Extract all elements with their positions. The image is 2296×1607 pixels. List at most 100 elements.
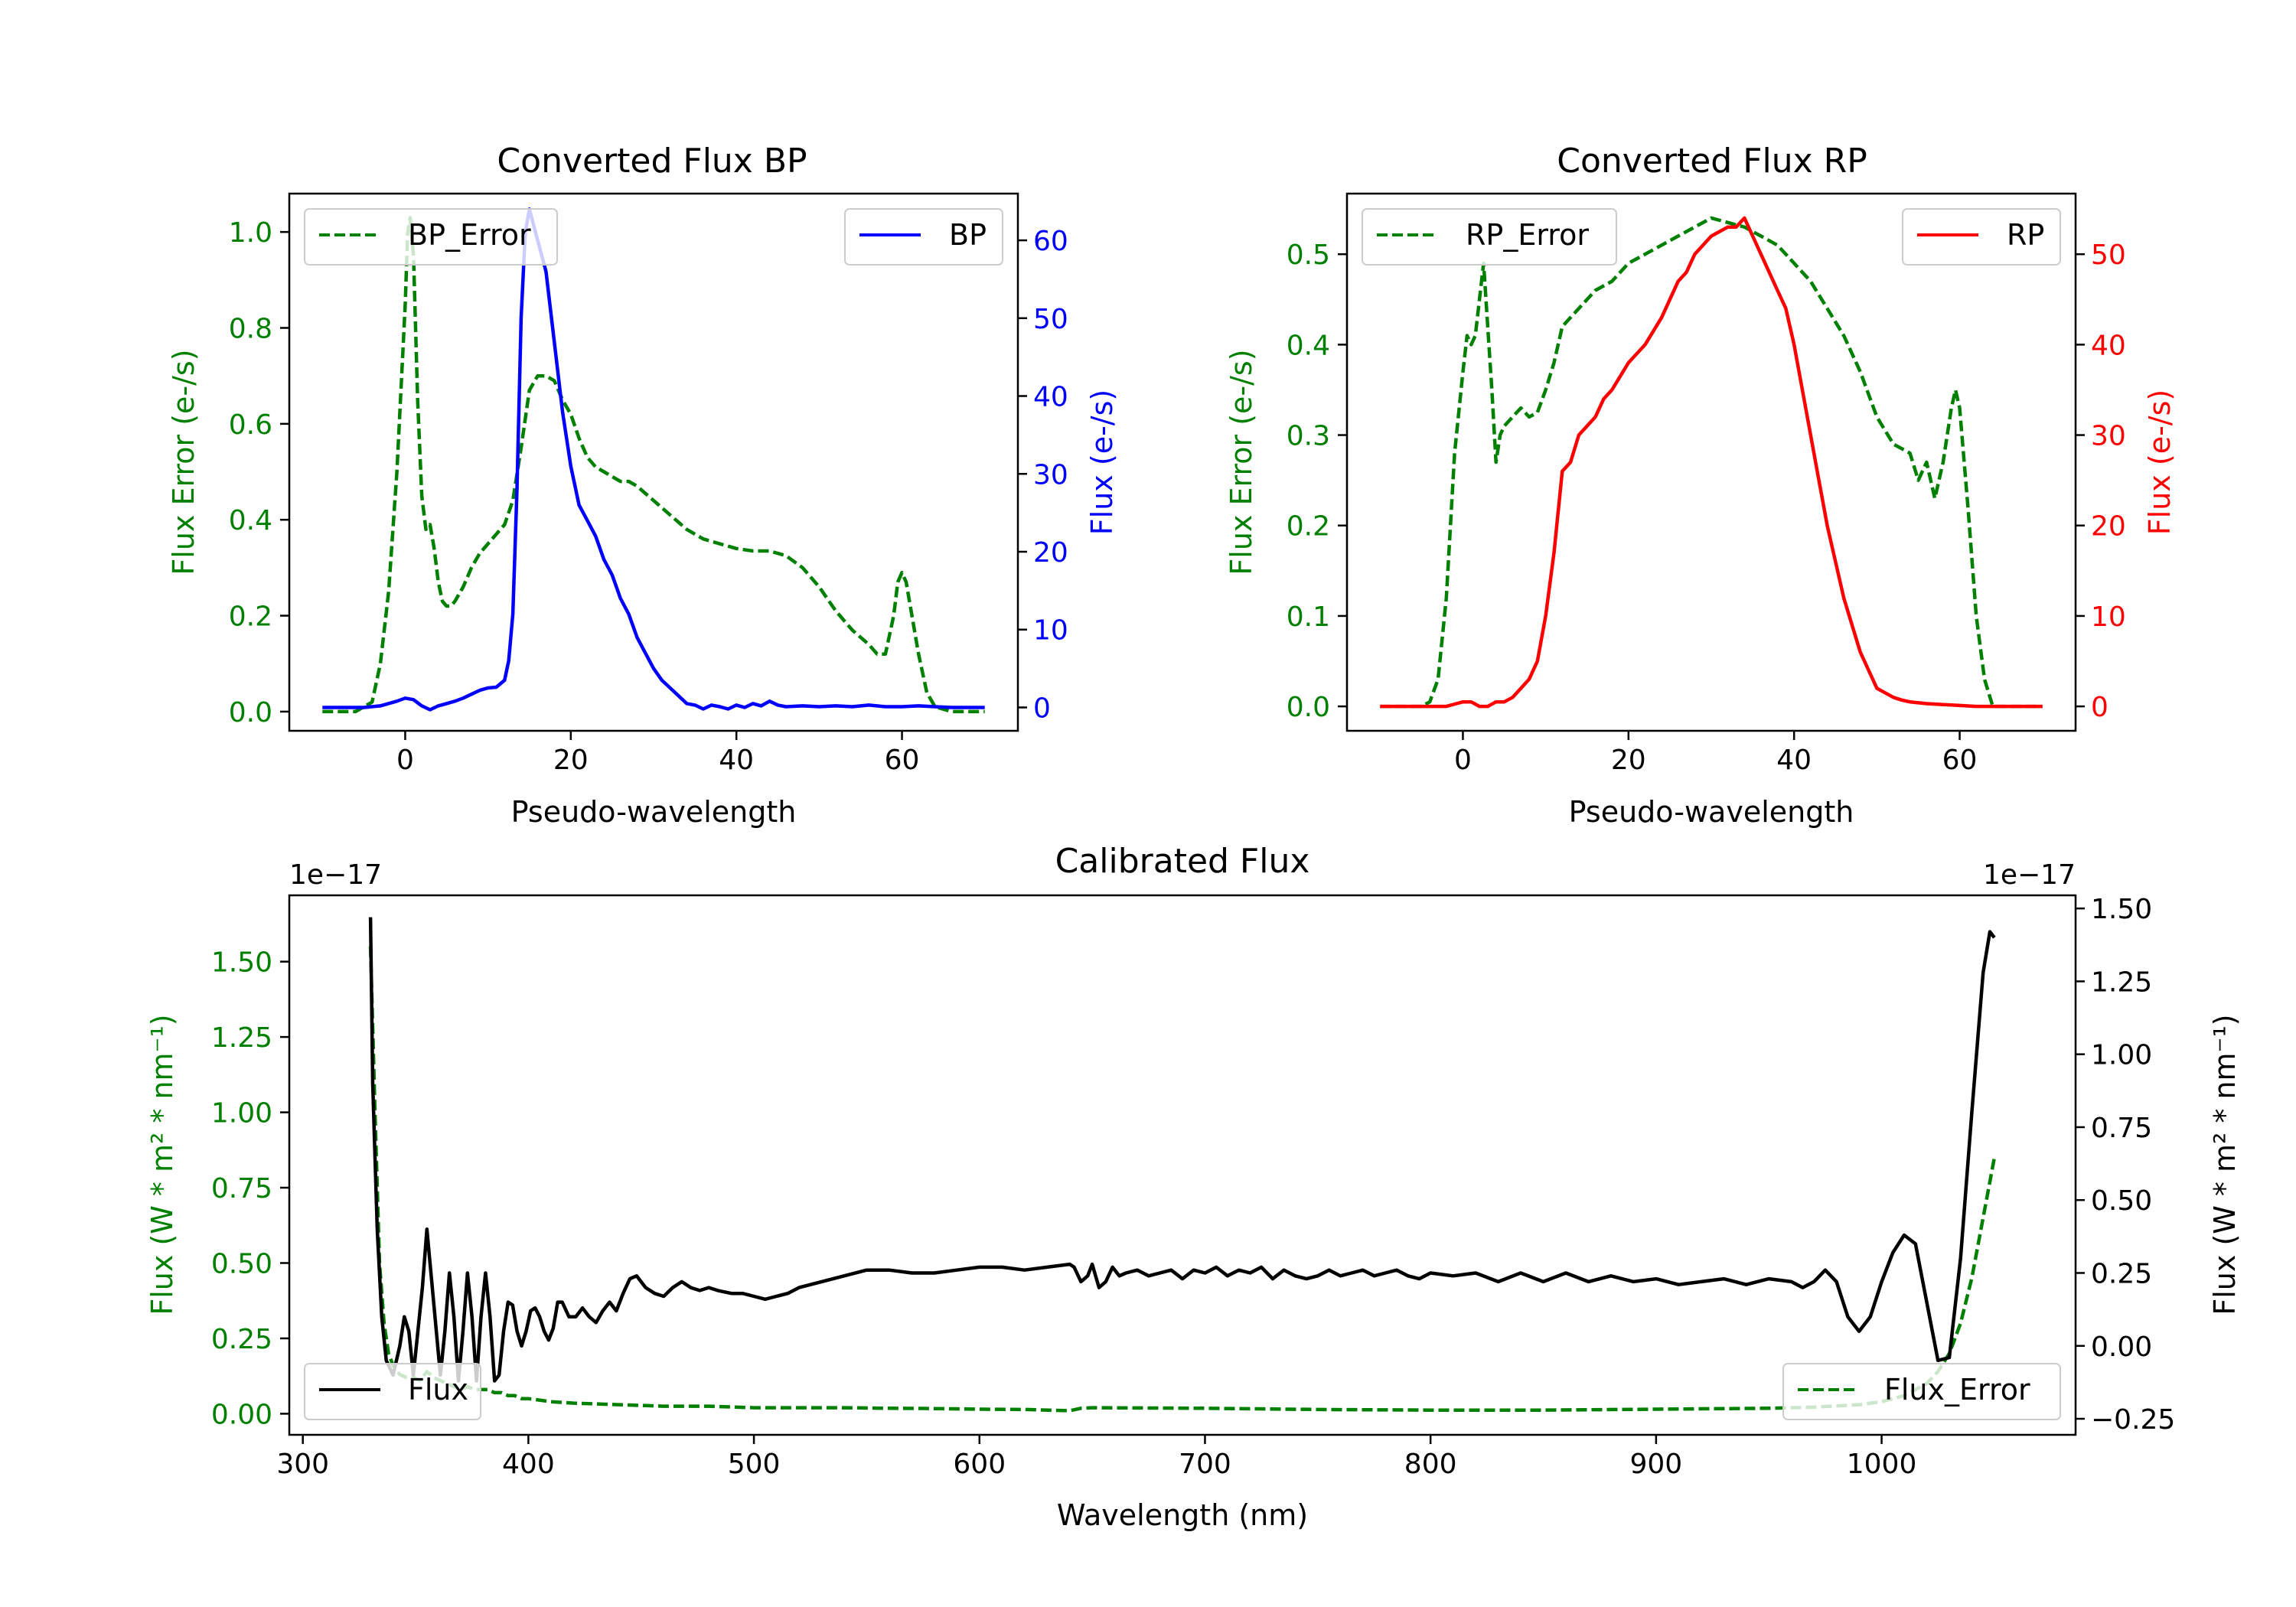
bp-x-label: Pseudo-wavelength [511, 795, 797, 829]
bp-left-tick-label: 0.2 [229, 601, 272, 633]
calibrated-x-tick-label: 900 [1630, 1449, 1683, 1480]
bp-axes-frame [288, 192, 1019, 732]
rp-left-tick-label: 0.1 [1287, 601, 1330, 633]
rp-right-axis: 0 10 20 30 40 50 [2076, 240, 2126, 723]
calibrated-left-tick-label: 1.50 [211, 947, 272, 979]
bp-right-tick-label: 60 [1033, 226, 1068, 257]
calibrated-x-tick-label: 1000 [1847, 1449, 1917, 1480]
rp-right-tick-label: 0 [2091, 692, 2108, 723]
calibrated-left-tick-label: 1.00 [211, 1098, 272, 1129]
calibrated-legend-flux[interactable]: Flux [304, 1363, 481, 1420]
rp-legend-error-label: RP_Error [1466, 218, 1589, 252]
bp-legend-flux-label: BP [949, 218, 987, 252]
calibrated-right-y-label: Flux (W * m² * nm⁻¹) [2208, 1014, 2242, 1315]
bp-legend-error-label: BP_Error [408, 218, 531, 252]
calibrated-right-tick-label: 1.00 [2091, 1040, 2152, 1071]
rp-series-rp [1380, 216, 2043, 709]
bp-left-axis: 0.0 0.2 0.4 0.6 0.8 1.0 [229, 217, 289, 729]
calibrated-legend-error[interactable]: Flux_Error [1782, 1363, 2061, 1420]
rp-left-tick-label: 0.3 [1287, 421, 1330, 452]
calibrated-left-y-label: Flux (W * m² * nm⁻¹) [145, 1014, 179, 1315]
calibrated-x-tick-label: 400 [502, 1449, 555, 1480]
rp-x-tick-label: 60 [1942, 745, 1978, 776]
bp-x-tick-label: 0 [396, 745, 414, 776]
bp-x-tick-label: 40 [719, 745, 754, 776]
calibrated-left-axis: 0.00 0.25 0.50 0.75 1.00 1.25 1.50 [211, 947, 289, 1430]
calibrated-left-tick-label: 0.75 [211, 1173, 272, 1204]
bp-right-axis: 0 10 20 30 40 50 60 [1018, 226, 1068, 724]
rp-legend-flux[interactable]: RP [1902, 208, 2061, 266]
rp-x-tick-label: 20 [1611, 745, 1646, 776]
rp-axes-frame [1345, 192, 2077, 732]
rp-panel: Converted Flux RP 0 20 40 60 0.00.10.20.30.… [1225, 142, 2177, 829]
calibrated-axes-frame [288, 894, 2077, 1436]
calibrated-x-axis: 300 400 500 600 700 800 900 1000 [276, 1435, 1916, 1480]
calibrated-title: Calibrated Flux [1055, 842, 1310, 881]
rp-right-tick-label: 10 [2091, 601, 2126, 633]
calibrated-x-label: Wavelength (nm) [1057, 1498, 1308, 1532]
rp-left-y-label: Flux Error (e-/s) [1225, 349, 1258, 575]
bp-right-y-label: Flux (e-/s) [1085, 390, 1119, 535]
calibrated-left-offset: 1e−17 [289, 859, 382, 891]
bp-right-tick-label: 0 [1033, 693, 1051, 724]
rp-right-y-label: Flux (e-/s) [2143, 390, 2177, 535]
bp-legend-error[interactable]: BP_Error [304, 208, 558, 266]
rp-right-tick-label: 50 [2091, 240, 2126, 271]
bp-left-tick-label: 0.4 [229, 505, 272, 536]
calibrated-x-tick-label: 300 [276, 1449, 329, 1480]
calibrated-right-tick-label: 1.50 [2091, 894, 2152, 925]
calibrated-legend-error-label: Flux_Error [1884, 1373, 2030, 1407]
bp-left-tick-label: 0.0 [229, 697, 272, 729]
calibrated-left-tick-label: 1.25 [211, 1022, 272, 1054]
calibrated-x-tick-label: 800 [1404, 1449, 1457, 1480]
calibrated-right-tick-label: −0.25 [2091, 1404, 2175, 1436]
bp-x-tick-label: 20 [553, 745, 589, 776]
rp-right-tick-label: 40 [2091, 330, 2126, 361]
rp-x-axis: 0 20 40 60 [1454, 731, 1977, 776]
bp-right-tick-label: 30 [1033, 459, 1068, 491]
calibrated-x-tick-label: 600 [953, 1449, 1006, 1480]
calibrated-series-flux [368, 917, 1996, 1383]
rp-legend-error[interactable]: RP_Error [1362, 208, 1617, 266]
bp-right-tick-label: 20 [1033, 537, 1068, 569]
rp-x-tick-label: 40 [1776, 745, 1812, 776]
calibrated-left-tick-label: 0.00 [211, 1399, 272, 1430]
bp-left-y-label: Flux Error (e-/s) [167, 349, 201, 575]
bp-right-tick-label: 40 [1033, 382, 1068, 413]
bp-left-tick-label: 0.6 [229, 409, 272, 441]
rp-left-axis: 0.0 0.1 0.2 0.3 0.4 0.5 [1287, 240, 1347, 723]
calibrated-legend-flux-label: Flux [408, 1373, 468, 1407]
calibrated-panel: Calibrated Flux 300 400 500 600 700 800 900 100… [145, 842, 2242, 1532]
bp-series-bp [322, 207, 985, 712]
rp-right-tick-label: 20 [2091, 511, 2126, 543]
rp-title: Converted Flux RP [1557, 142, 1867, 181]
rp-left-tick-label: 0.2 [1287, 511, 1330, 543]
bp-x-axis: 0 20 40 60 [396, 731, 919, 776]
calibrated-right-tick-label: 0.25 [2091, 1259, 2152, 1290]
calibrated-right-axis: −0.25 0.00 0.25 0.50 0.75 1.00 1.25 1.50 [2076, 894, 2175, 1436]
bp-title: Converted Flux BP [497, 142, 807, 181]
bp-x-tick-label: 60 [885, 745, 920, 776]
rp-left-tick-label: 0.0 [1287, 692, 1330, 723]
rp-left-tick-label: 0.5 [1287, 240, 1330, 271]
bp-series-bp-error [322, 216, 985, 714]
rp-plot-area [1380, 216, 2043, 709]
bp-left-tick-label: 1.0 [229, 217, 272, 249]
bp-plot-area [322, 207, 985, 714]
bp-legend-flux[interactable]: BP [844, 208, 1003, 266]
bp-right-tick-label: 10 [1033, 615, 1068, 647]
rp-x-label: Pseudo-wavelength [1569, 795, 1854, 829]
bp-right-tick-label: 50 [1033, 304, 1068, 335]
rp-x-tick-label: 0 [1454, 745, 1472, 776]
calibrated-right-tick-label: 1.25 [2091, 966, 2152, 998]
calibrated-x-tick-label: 500 [728, 1449, 781, 1480]
rp-right-tick-label: 30 [2091, 421, 2126, 452]
bp-panel: Converted Flux BP 0 20 40 60 0.00.20.40.60.… [167, 142, 1119, 829]
calibrated-right-offset: 1e−17 [1983, 859, 2076, 891]
calibrated-right-tick-label: 0.00 [2091, 1332, 2152, 1363]
calibrated-x-tick-label: 700 [1179, 1449, 1231, 1480]
rp-left-tick-label: 0.4 [1287, 330, 1330, 361]
calibrated-right-tick-label: 0.75 [2091, 1113, 2152, 1144]
calibrated-right-tick-label: 0.50 [2091, 1185, 2152, 1217]
